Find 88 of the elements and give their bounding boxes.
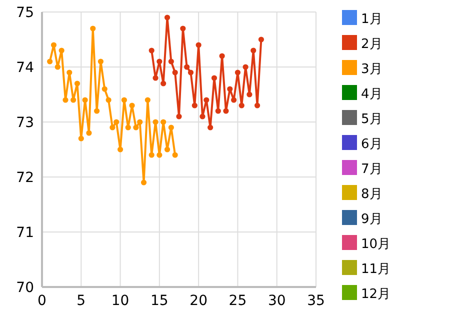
point — [184, 64, 190, 70]
point — [180, 26, 186, 32]
point — [121, 97, 127, 103]
legend-label: 11月 — [361, 262, 391, 277]
point — [50, 42, 57, 48]
x-tick-label: 0 — [38, 293, 46, 309]
point — [140, 180, 147, 186]
point — [176, 114, 182, 120]
y-tick-label: 71 — [16, 225, 34, 241]
point — [238, 102, 244, 108]
point — [208, 124, 214, 130]
point — [242, 64, 248, 70]
point — [258, 36, 264, 42]
point — [94, 108, 100, 114]
point — [137, 119, 143, 125]
legend-label: 2月 — [361, 37, 382, 52]
point — [117, 146, 124, 152]
point — [223, 108, 229, 114]
point — [172, 70, 178, 76]
point — [215, 108, 221, 114]
point — [200, 114, 206, 120]
point — [74, 80, 80, 86]
point — [152, 119, 158, 125]
point — [156, 152, 162, 158]
legend-label: 4月 — [361, 87, 382, 102]
point — [254, 102, 260, 108]
point — [66, 70, 72, 76]
point — [86, 130, 92, 136]
point — [250, 48, 256, 54]
point — [164, 146, 170, 152]
legend-label: 7月 — [361, 162, 382, 177]
point — [58, 48, 64, 54]
point — [125, 124, 131, 130]
point — [168, 124, 174, 130]
point — [90, 26, 96, 32]
point — [82, 97, 88, 103]
point — [152, 75, 158, 81]
point — [148, 48, 154, 54]
point — [188, 70, 194, 76]
point — [114, 119, 120, 125]
x-tick-label: 10 — [111, 293, 130, 309]
legend-label: 9月 — [361, 212, 382, 227]
point — [160, 80, 166, 86]
x-tick-label: 25 — [228, 293, 247, 309]
point — [144, 97, 150, 103]
point — [47, 58, 53, 64]
x-tick-label: 20 — [190, 293, 208, 309]
legend-label: 1月 — [361, 12, 382, 27]
legend-label: 10月 — [361, 237, 391, 252]
x-tick-label: 5 — [76, 293, 86, 309]
point — [246, 92, 252, 98]
point — [110, 124, 116, 130]
legend-label: 8月 — [361, 187, 382, 202]
point — [164, 14, 170, 20]
legend-label: 3月 — [361, 62, 382, 77]
point — [78, 136, 84, 142]
legend-label: 6月 — [361, 137, 382, 152]
point — [133, 124, 139, 130]
point — [231, 97, 237, 103]
point — [106, 97, 112, 103]
point — [98, 58, 104, 64]
point — [196, 42, 202, 48]
point — [227, 86, 233, 92]
point — [234, 70, 241, 76]
point — [129, 102, 135, 108]
point — [160, 119, 166, 125]
point — [204, 97, 210, 103]
point — [219, 53, 225, 59]
y-tick-label: 70 — [16, 280, 34, 296]
point — [148, 152, 154, 158]
x-tick-label: 35 — [307, 293, 325, 309]
point — [54, 64, 60, 70]
point — [70, 97, 76, 103]
y-tick-label: 75 — [16, 5, 34, 21]
point — [211, 75, 218, 81]
x-tick-label: 15 — [150, 293, 168, 309]
point — [156, 58, 162, 64]
y-tick-label: 72 — [16, 170, 34, 186]
point — [168, 58, 174, 64]
point — [172, 152, 178, 158]
point — [192, 102, 198, 108]
legend-label: 5月 — [361, 112, 382, 127]
y-tick-label: 74 — [16, 60, 34, 76]
legend-label: 12月 — [361, 287, 391, 302]
x-tick-label: 30 — [268, 293, 286, 309]
y-tick-label: 73 — [16, 115, 34, 131]
point — [102, 86, 108, 92]
point — [62, 97, 68, 103]
